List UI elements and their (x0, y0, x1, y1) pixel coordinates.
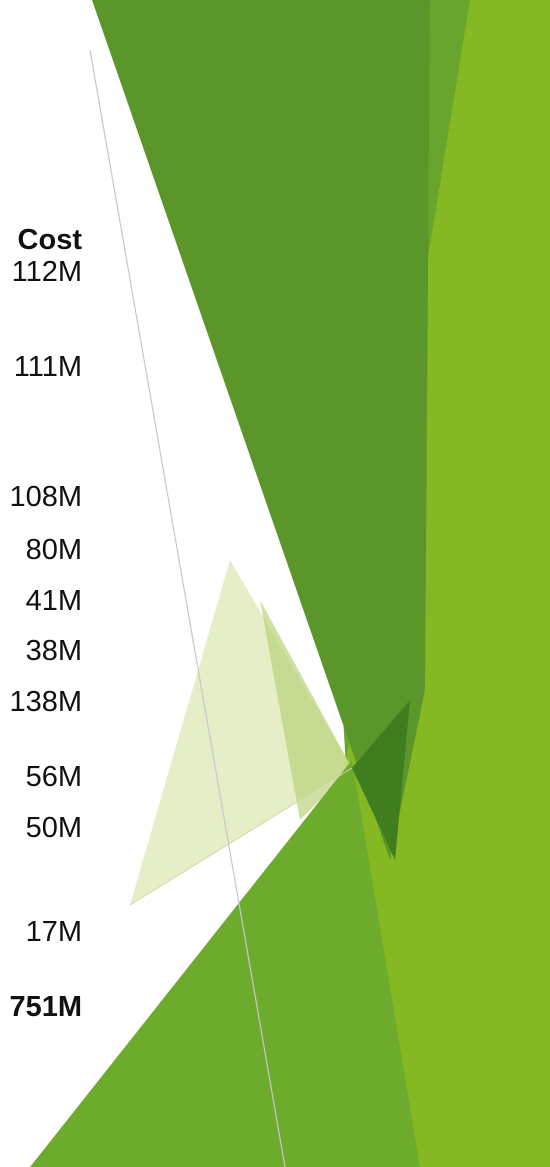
shape (30, 760, 420, 1167)
shape (92, 0, 430, 860)
thin-line (89, 49, 286, 1167)
shape (352, 700, 410, 860)
shape (130, 560, 352, 905)
shape (260, 600, 352, 820)
column-header: Cost (17, 224, 82, 256)
cost-value: 41M (25, 585, 82, 617)
cost-value: 17M (25, 916, 82, 948)
cost-value: 80M (25, 534, 82, 566)
cost-value: 138M (9, 686, 82, 718)
cost-value: 50M (25, 812, 82, 844)
cost-value: 112M (11, 256, 82, 288)
cost-value: 56M (25, 761, 82, 793)
cost-value: 111M (13, 351, 82, 383)
total-value: 751M (9, 991, 82, 1023)
thin-line (129, 767, 353, 906)
cost-value: 38M (25, 635, 82, 667)
cost-value: 108M (9, 481, 82, 513)
